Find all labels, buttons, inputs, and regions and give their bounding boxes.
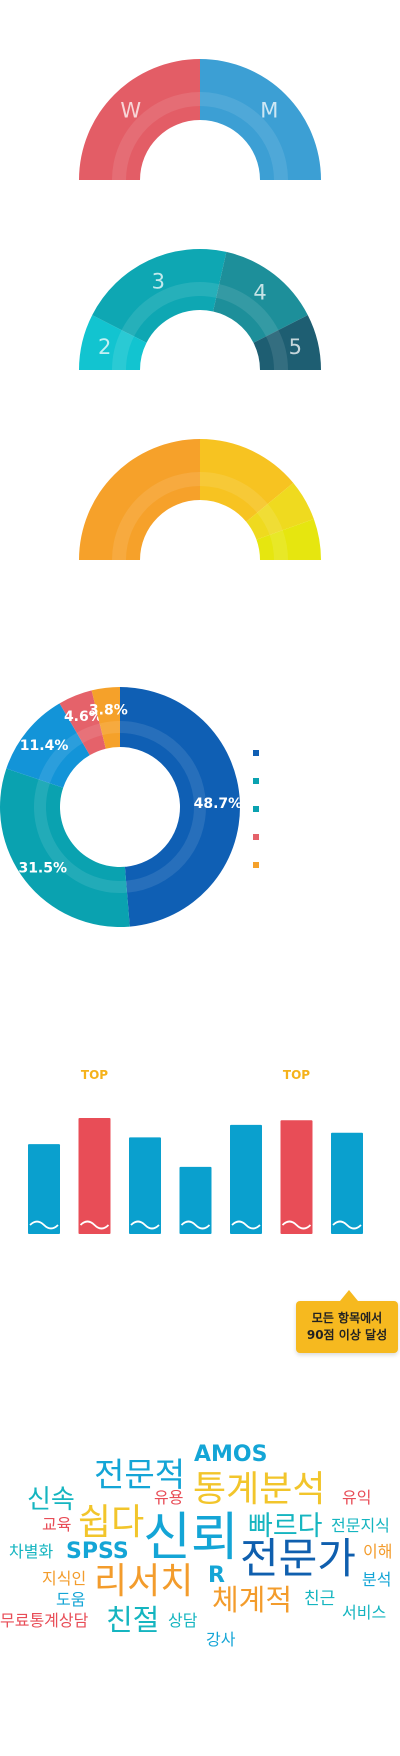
- gauge-segment-label: 2: [98, 335, 111, 359]
- gauge-segment-label: M: [260, 99, 278, 123]
- cloud-word: 전문적: [94, 1455, 186, 1494]
- bar-top-label: TOP: [283, 1068, 310, 1082]
- gauge-segment: [200, 59, 321, 180]
- cloud-word: 친절: [106, 1603, 160, 1637]
- bar-top-label: TOP: [81, 1068, 108, 1082]
- gauge-segment: [213, 251, 308, 343]
- donut-slice: [0, 768, 130, 927]
- bar: [129, 1137, 161, 1234]
- word-cloud: AMOS 전문적 통계분석 신속 유용 유익 쉽다 신뢰 교육 빠르다 전문지식…: [0, 1420, 400, 1670]
- cloud-word: AMOS: [194, 1442, 268, 1467]
- cloud-word: 전문지식: [331, 1516, 390, 1535]
- donut-slice: [59, 690, 106, 756]
- donut-slice: [91, 687, 120, 749]
- cloud-word: SPSS: [66, 1539, 129, 1564]
- gauge-segment-label: 5: [289, 335, 302, 359]
- callout-line-1: 모든 항목에서: [311, 1311, 383, 1325]
- orange-gauge-chart: [79, 439, 321, 560]
- bar-chart: TOP TOP: [28, 1068, 363, 1234]
- cloud-word: 강사: [206, 1630, 236, 1649]
- cloud-word: 지식인: [42, 1569, 87, 1588]
- cloud-word: 유익: [342, 1488, 372, 1507]
- bar: [280, 1120, 313, 1234]
- bar: [179, 1166, 212, 1234]
- gauge-segment: [92, 249, 227, 343]
- legend-marker: [253, 862, 259, 868]
- gauge-segment: [79, 315, 147, 370]
- cloud-word: 신뢰: [143, 1508, 239, 1568]
- cloud-word: 분석: [362, 1570, 392, 1589]
- cloud-word: 도움: [56, 1590, 86, 1609]
- callout-line-2: 90점 이상 달성: [306, 1328, 388, 1342]
- donut-inner-band: [99, 721, 120, 736]
- cloud-word: 리서치: [94, 1561, 194, 1602]
- gauge-inner-band: [112, 472, 200, 560]
- cloud-word: 전문가: [240, 1534, 356, 1583]
- donut-inner-band: [38, 732, 83, 784]
- bar: [28, 1144, 60, 1234]
- cloud-word: 무료통계상담: [0, 1611, 89, 1630]
- cloud-word: 쉽다: [78, 1502, 145, 1543]
- bar-wave: [281, 1220, 312, 1230]
- donut-inner-band: [33, 779, 128, 893]
- cloud-word: 빠르다: [248, 1511, 323, 1542]
- bar-wave: [79, 1220, 110, 1230]
- bar-wave: [180, 1220, 211, 1230]
- cloud-word: 신속: [27, 1485, 75, 1515]
- donut-slice-label: 31.5%: [18, 860, 67, 876]
- cloud-word: 서비스: [342, 1603, 387, 1622]
- gauge-segment-label: W: [120, 99, 141, 123]
- donut-chart: 48.7% 31.5% 11.4% 4.6%3.8%: [0, 687, 259, 927]
- cloud-word: R: [208, 1563, 225, 1588]
- donut-inner-band: [76, 723, 103, 744]
- donut-slice-label: 48.7%: [194, 796, 243, 812]
- legend-marker: [253, 750, 259, 756]
- bar: [78, 1118, 111, 1234]
- bar-wave: [332, 1220, 362, 1230]
- gauge-segment: [79, 439, 200, 560]
- gauge-segment: [79, 59, 200, 180]
- bar: [331, 1132, 363, 1234]
- legend-marker: [253, 778, 259, 784]
- gauge-segment: [256, 519, 321, 560]
- cloud-word: 교육: [42, 1515, 72, 1534]
- donut-slice: [120, 687, 241, 927]
- score-callout: 모든 항목에서 90점 이상 달성: [296, 1290, 398, 1353]
- gauge-inner-band: [112, 330, 135, 370]
- gauge-inner-band: [121, 282, 220, 337]
- gauge-segment-label: 4: [253, 281, 266, 305]
- gauge-inner-band: [216, 284, 279, 337]
- gauge-segment: [200, 439, 294, 522]
- legend-marker: [253, 834, 259, 840]
- gauge-inner-band: [200, 92, 288, 180]
- bar: [230, 1124, 262, 1234]
- cloud-word: 친근: [304, 1589, 336, 1609]
- bar-wave: [231, 1220, 261, 1230]
- cloud-word: 이해: [363, 1542, 393, 1561]
- donut-slice-label: 3.8%: [89, 703, 128, 719]
- cloud-word: 상담: [168, 1611, 198, 1630]
- donut-slice-label: 4.6%: [64, 709, 103, 725]
- bar-wave: [130, 1220, 160, 1230]
- gauge-segment: [246, 482, 314, 540]
- legend-marker: [253, 806, 259, 812]
- donut-slice-label: 11.4%: [20, 738, 69, 754]
- gauge-inner-band: [269, 530, 288, 560]
- cloud-word: 통계분석: [193, 1469, 326, 1510]
- gauge-segment-label: 3: [152, 269, 165, 293]
- gauge-inner-band: [200, 472, 268, 513]
- gauge-inner-band: [265, 330, 288, 370]
- gauge-inner-band: [112, 92, 200, 180]
- bar-wave: [29, 1220, 59, 1230]
- donut-inner-band: [120, 721, 207, 893]
- donut-slice: [6, 703, 90, 788]
- gauge-segment: [253, 315, 321, 370]
- grade-gauge-chart: 2 3 4 5: [79, 249, 321, 370]
- cloud-word: 체계적: [212, 1583, 293, 1617]
- cloud-word: 차별화: [9, 1542, 54, 1561]
- gauge-inner-band: [257, 503, 283, 535]
- cloud-word: 유용: [154, 1488, 184, 1507]
